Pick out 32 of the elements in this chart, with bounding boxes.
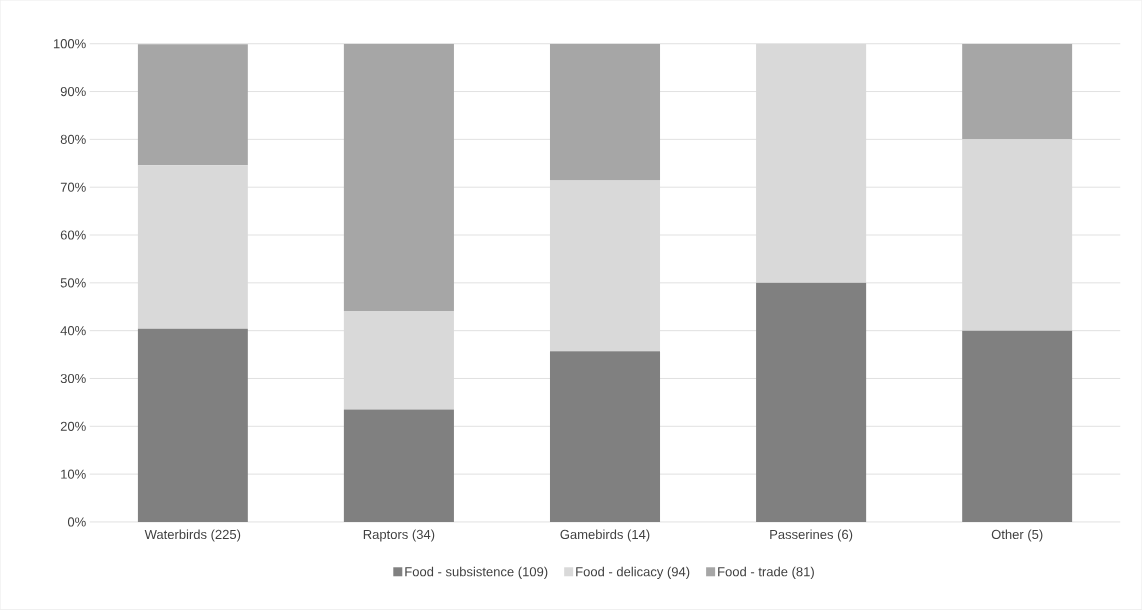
bar: [137, 328, 248, 523]
legend-label: Food - subsistence (109): [405, 566, 548, 580]
y-tick-label: 90%: [60, 87, 86, 97]
bar: [756, 282, 867, 523]
x-tick-label: Waterbirds (225): [144, 529, 241, 542]
x-tick-label: Raptors (34): [363, 529, 435, 542]
bar: [343, 409, 454, 523]
y-tick-label: 70%: [60, 182, 86, 192]
bar: [962, 139, 1073, 331]
y-tick-label: 20%: [60, 421, 86, 432]
y-tick-label: 80%: [60, 134, 86, 145]
legend-label: Food - trade (81): [718, 566, 814, 580]
bar: [549, 351, 661, 523]
y-tick-label: 100%: [53, 39, 86, 49]
bar: [343, 43, 454, 312]
bar: [343, 311, 454, 410]
bar: [137, 44, 248, 166]
bar: [962, 330, 1073, 523]
bar: [962, 43, 1073, 140]
x-tick-label: Other (5): [991, 529, 1043, 542]
bar: [137, 165, 248, 329]
y-tick-label: 40%: [60, 326, 86, 336]
y-tick-label: 30%: [60, 374, 86, 384]
x-tick-label: Gamebirds (14): [560, 529, 650, 542]
y-tick-label: 60%: [60, 230, 86, 240]
bar: [549, 43, 661, 181]
legend-label: Food - delicacy (94): [576, 566, 690, 580]
bar: [549, 180, 661, 352]
x-tick-label: Passerines (6): [770, 529, 853, 542]
y-tick-label: 0%: [67, 517, 86, 527]
y-tick-label: 10%: [61, 469, 86, 479]
y-tick-label: 50%: [60, 278, 86, 288]
